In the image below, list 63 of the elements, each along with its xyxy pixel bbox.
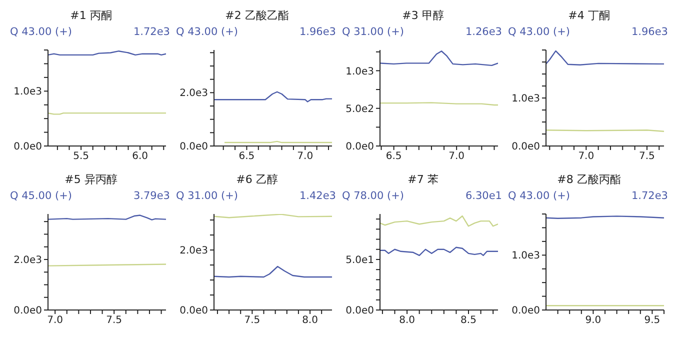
x-tick-label: 7.0 bbox=[578, 151, 594, 162]
x-tick-label: 9.0 bbox=[585, 315, 602, 326]
line-series bbox=[380, 215, 498, 227]
x-tick-label: 7.0 bbox=[448, 151, 465, 162]
chart-subtitle: Q 43.00 (+) bbox=[10, 25, 72, 40]
y-tick-label: 1.0e3 bbox=[14, 86, 42, 98]
chart-subtitle: Q 43.00 (+) bbox=[508, 189, 570, 204]
y-tick-label: 1.0e3 bbox=[346, 66, 374, 78]
text: 1.96e3 bbox=[299, 26, 336, 38]
x-tick-label: 6.5 bbox=[238, 151, 255, 162]
y-tick-label: 0.0e0 bbox=[180, 306, 208, 317]
chart-subtitle: Q 43.00 (+) bbox=[176, 25, 238, 40]
y-tick-label: 0.0e0 bbox=[14, 142, 42, 153]
chart-title: #7 苯 bbox=[406, 172, 440, 188]
y-tick-label: 2.0e3 bbox=[180, 88, 208, 100]
chart-title: #5 异丙醇 bbox=[64, 172, 118, 188]
x-tick-label: 6.0 bbox=[132, 151, 148, 162]
text: 1.96e3 bbox=[631, 26, 668, 38]
y-tick-label: 1.0e3 bbox=[512, 94, 540, 105]
line-series bbox=[214, 266, 332, 278]
chart-title: #6 乙醇 bbox=[235, 172, 279, 188]
chart-subtitle: Q 31.00 (+) bbox=[342, 25, 404, 40]
line-series bbox=[380, 246, 498, 256]
y-tick-label: 0.0e0 bbox=[346, 142, 374, 153]
y-tick-label: 0.0e0 bbox=[346, 306, 374, 317]
line-series bbox=[546, 50, 664, 66]
chart-title: #8 乙酸丙酯 bbox=[556, 172, 622, 188]
x-tick-label: 7.5 bbox=[106, 315, 122, 326]
chart-title: #4 丁酮 bbox=[567, 8, 611, 24]
chart-title: #1 丙酮 bbox=[69, 8, 113, 24]
y-tick-label: 5.0e1 bbox=[346, 255, 374, 266]
x-tick-label: 8.5 bbox=[460, 315, 476, 326]
text: 6.30e1 bbox=[465, 190, 502, 202]
text: 1.26e3 bbox=[465, 26, 502, 38]
chart-subtitle: Q 43.00 (+) bbox=[508, 25, 570, 40]
y-tick-label: 1.0e3 bbox=[512, 250, 540, 262]
x-tick-label: 5.5 bbox=[73, 151, 89, 162]
chart-subtitle: Q 31.00 (+) bbox=[176, 189, 238, 204]
x-tick-label: 7.0 bbox=[47, 315, 64, 326]
line-series bbox=[380, 50, 498, 66]
y-tick-label: 0.0e0 bbox=[512, 306, 540, 317]
line-series bbox=[214, 91, 332, 102]
x-tick-label: 7.5 bbox=[244, 315, 260, 326]
y-tick-label: 0.0e0 bbox=[180, 142, 208, 153]
y-tick-label: 2.0e3 bbox=[14, 255, 42, 266]
x-tick-label: 6.5 bbox=[386, 151, 402, 162]
text: 1.72e3 bbox=[631, 190, 668, 202]
y-tick-label: 0.0e0 bbox=[512, 142, 540, 153]
text: 1.42e3 bbox=[299, 190, 336, 202]
chart-title: #2 乙酸乙酯 bbox=[224, 8, 290, 24]
text: 1.72e3 bbox=[133, 26, 170, 38]
x-tick-label: 7.5 bbox=[639, 151, 655, 162]
x-tick-label: 8.0 bbox=[399, 315, 415, 326]
y-tick-label: 0.0e0 bbox=[14, 306, 42, 317]
chart-subtitle: Q 78.00 (+) bbox=[342, 189, 404, 204]
chart-title: #3 甲醇 bbox=[401, 8, 445, 24]
text: 3.79e3 bbox=[133, 190, 170, 202]
y-tick-label: 2.0e3 bbox=[180, 246, 208, 257]
chart-subtitle: Q 45.00 (+) bbox=[10, 189, 72, 204]
x-tick-label: 7.0 bbox=[297, 151, 314, 162]
y-tick-label: 5.0e2 bbox=[346, 104, 374, 115]
x-tick-label: 8.0 bbox=[302, 315, 318, 326]
x-tick-label: 9.5 bbox=[644, 315, 660, 326]
